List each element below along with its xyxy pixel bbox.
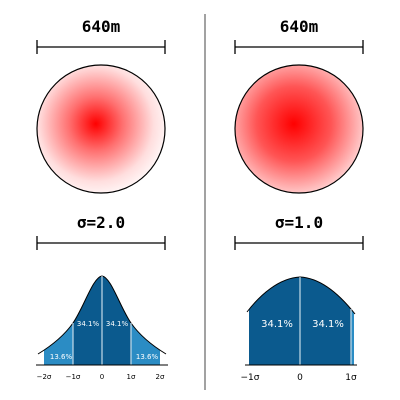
sigma-scale-bar-left — [36, 236, 166, 250]
panel-left: 640m σ=2.0 34.1% 34.1% 13.6% 13.6% — [36, 17, 168, 381]
tick-label-right-0: −1σ — [241, 373, 260, 383]
distance-label-left: 640m — [82, 17, 121, 36]
bell-band-outer-left-left — [44, 323, 73, 365]
pct-outer-minus-left: 13.6% — [50, 353, 73, 361]
pct-outer-plus-left: 13.6% — [136, 353, 159, 361]
tick-label-left-3: 1σ — [127, 373, 136, 381]
density-blob-left — [36, 64, 166, 194]
pct-inner-plus-left: 34.1% — [106, 320, 129, 328]
tick-label-left-0: −2σ — [37, 373, 52, 381]
tick-label-left-1: −1σ — [66, 373, 81, 381]
pct-inner-minus-right: 34.1% — [261, 319, 293, 330]
tick-label-right-1: 0 — [297, 373, 303, 383]
bell-band-outer-right-left — [131, 323, 160, 365]
bell-curve-right: 34.1% 34.1% −1σ 0 1σ — [241, 276, 357, 383]
pct-inner-minus-left: 34.1% — [77, 320, 100, 328]
density-blob-right — [234, 64, 364, 194]
distance-scale-bar-right — [234, 40, 364, 54]
sigma-label-right: σ=1.0 — [275, 213, 323, 232]
distance-scale-bar-left — [36, 40, 166, 54]
tick-label-left-4: 2σ — [156, 373, 165, 381]
pct-inner-plus-right: 34.1% — [312, 319, 344, 330]
sigma-scale-bar-right — [234, 236, 364, 250]
tick-label-right-2: 1σ — [345, 373, 357, 383]
bell-band-outer-right — [351, 309, 354, 365]
distance-label-right: 640m — [280, 17, 319, 36]
panel-right: 640m σ=1.0 34.1% 34.1% −1σ 0 1σ — [234, 17, 364, 383]
bell-curve-left: 34.1% 34.1% 13.6% 13.6% −2σ −1σ 0 1σ 2σ — [36, 275, 168, 381]
sigma-label-left: σ=2.0 — [77, 213, 125, 232]
tick-label-left-2: 0 — [100, 373, 104, 381]
